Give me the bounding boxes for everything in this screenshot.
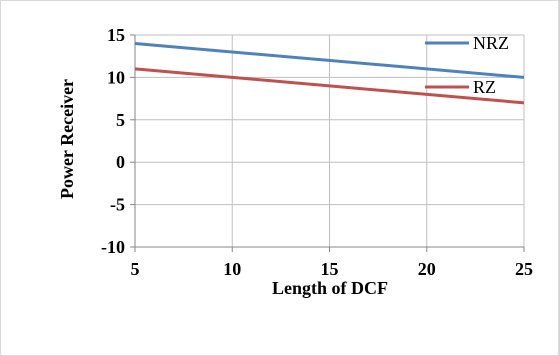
y-tick-label: 5 [116,110,125,130]
y-tick-label: -5 [110,195,125,215]
tick-labels: 15 10 5 0 -5 -10 5 10 15 20 25 [101,25,533,279]
y-tick-label: 10 [107,67,125,87]
legend-label-nrz: NRZ [473,33,509,53]
y-tick-label: 0 [116,152,125,172]
x-axis-title: Length of DCF [272,278,388,298]
x-tick-label: 5 [131,259,140,279]
y-tick-label: 15 [107,25,125,45]
series-line-rz [134,67,525,105]
legend: NRZ RZ [425,33,509,97]
y-axis-title: Power Receiver [57,79,77,199]
grid [130,34,525,252]
series-line-nrz [134,41,525,79]
x-tick-label: 25 [515,259,533,279]
x-tick-label: 20 [418,259,436,279]
x-tick-label: 15 [321,259,339,279]
y-tick-label: -10 [101,237,125,257]
series-lines [134,41,525,105]
x-tick-label: 10 [223,259,241,279]
legend-label-rz: RZ [473,77,496,97]
